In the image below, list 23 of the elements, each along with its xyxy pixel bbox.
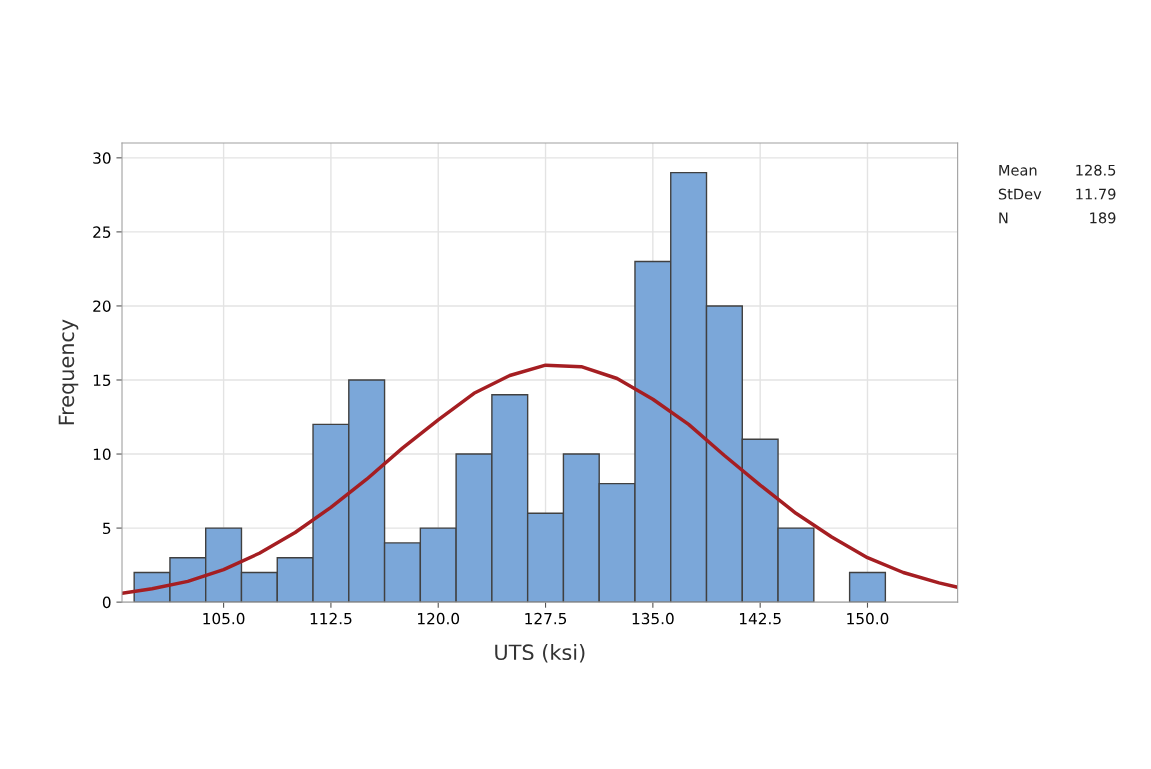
x-tick-label: 150.0 [847,612,889,625]
text: StDev [998,188,1042,200]
y-tick-label: 30 [93,152,111,164]
x-tick-label: 135.0 [632,612,674,625]
x-tick-label: 127.5 [525,612,567,625]
text: N [999,212,1008,224]
y-tick-label: 15 [93,374,111,387]
y-tick-label: 10 [93,448,111,461]
text: 11.79 [1076,188,1116,200]
y-tick-label: 20 [93,300,111,312]
x-tick-label: 112.5 [310,612,352,625]
text: Mean [999,164,1037,176]
y-tick-label: 0 [102,596,111,609]
text: 128.5 [1076,164,1116,176]
y-tick-label: 25 [93,226,111,238]
x-tick-label: 120.0 [418,612,460,625]
y-tick-label: 5 [103,522,111,535]
y-axis-title: Frequency [58,319,79,425]
x-tick-label: 105.0 [203,612,245,625]
text: 189 [1090,212,1116,224]
x-axis-title: UTS (ksi) [495,644,585,663]
x-tick-label: 142.5 [739,612,781,625]
line-series [122,363,958,595]
